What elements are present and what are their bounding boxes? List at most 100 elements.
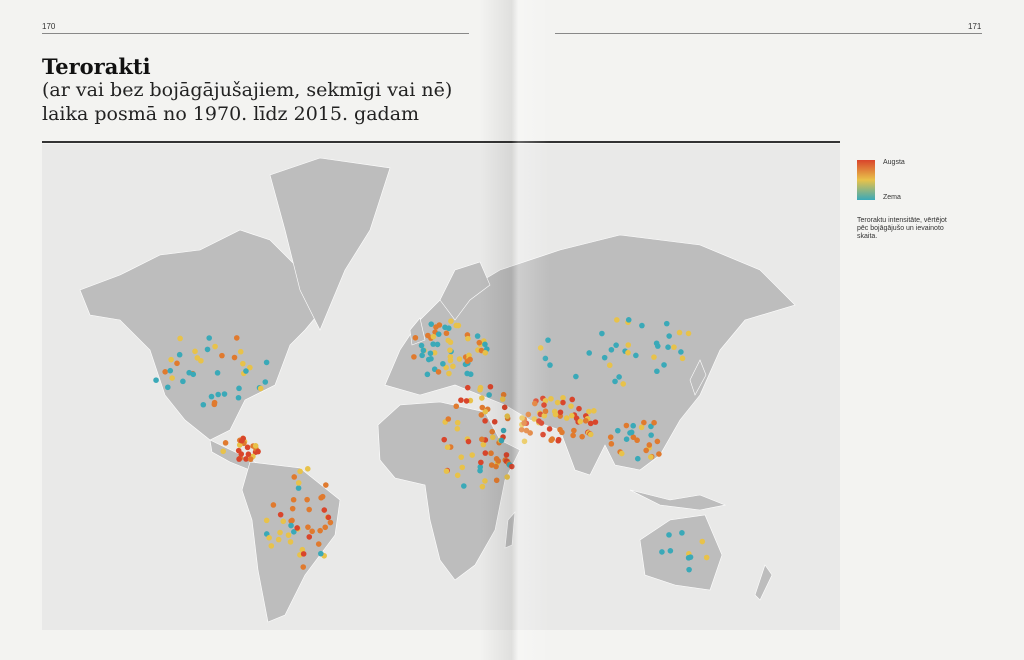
- incident-dot: [294, 525, 300, 531]
- incident-dot: [545, 337, 551, 343]
- incident-dot: [546, 426, 553, 432]
- incident-dot: [495, 458, 502, 464]
- incident-dot: [289, 505, 296, 512]
- incident-dot: [634, 437, 640, 444]
- incident-dot: [425, 332, 431, 339]
- incident-dot: [252, 443, 259, 449]
- incident-dot: [489, 428, 496, 435]
- incident-dot: [587, 420, 594, 427]
- incident-dot: [671, 344, 677, 350]
- incident-dot: [211, 401, 218, 408]
- incident-dot: [477, 467, 483, 474]
- incident-dot: [463, 398, 470, 404]
- incident-dot: [638, 424, 645, 431]
- incident-dot: [263, 517, 270, 524]
- incident-dot: [435, 369, 442, 375]
- incident-dot: [325, 514, 332, 521]
- subtitle: (ar vai bez bojāgājušajiem, sekmīgi vai …: [42, 78, 452, 126]
- incident-dot: [427, 350, 434, 357]
- incident-dot: [222, 440, 229, 446]
- incident-dot: [623, 422, 630, 429]
- title-rule: [42, 141, 840, 143]
- incident-dot: [300, 564, 307, 570]
- incident-dot: [465, 438, 472, 445]
- incident-dot: [425, 356, 432, 363]
- incident-dot: [521, 438, 528, 445]
- page-number: 171: [968, 22, 982, 31]
- incident-dot: [235, 447, 242, 454]
- incident-dot: [648, 423, 654, 430]
- incident-dot: [236, 456, 242, 462]
- incident-dot: [579, 433, 585, 440]
- incident-dot: [430, 333, 437, 340]
- incident-dot: [285, 532, 292, 538]
- incident-dot: [441, 436, 448, 443]
- header-rule: [555, 33, 982, 34]
- incident-dot: [453, 322, 460, 329]
- incident-dot: [504, 413, 511, 419]
- incident-dot: [418, 342, 425, 349]
- incident-dots: [153, 317, 710, 573]
- incident-dot: [549, 436, 556, 442]
- incident-dot: [280, 518, 287, 525]
- incident-dot: [304, 466, 311, 472]
- incident-dot: [570, 432, 576, 439]
- incident-dot: [288, 522, 294, 529]
- incident-dot: [245, 451, 252, 458]
- incident-dot: [291, 474, 298, 480]
- incident-dot: [554, 399, 561, 406]
- incident-dot: [212, 343, 218, 350]
- incident-dot: [169, 375, 175, 381]
- incident-dot: [447, 347, 453, 353]
- page-number: 170: [42, 22, 56, 31]
- incident-dot: [679, 355, 686, 362]
- incident-dot: [563, 415, 570, 421]
- scandinavia: [439, 261, 491, 321]
- incident-dot: [654, 368, 660, 375]
- incident-dot: [419, 352, 425, 359]
- incident-dot: [607, 434, 614, 440]
- incident-dot: [317, 527, 323, 534]
- incident-dot: [318, 550, 324, 557]
- incident-dot: [440, 360, 446, 367]
- incident-dot: [587, 431, 594, 438]
- incident-dot: [428, 321, 435, 327]
- incident-dot: [557, 409, 564, 416]
- incident-dot: [540, 431, 546, 438]
- incident-dot: [315, 541, 322, 547]
- incident-dot: [464, 384, 471, 391]
- incident-dot: [569, 396, 576, 403]
- incident-dot: [482, 418, 488, 424]
- incident-dot: [665, 344, 671, 350]
- title: Terorakti: [42, 54, 151, 79]
- incident-dot: [215, 391, 221, 398]
- incident-dot: [465, 335, 471, 342]
- incident-dot: [162, 369, 168, 375]
- legend-low: Zema: [883, 194, 901, 201]
- incident-dot: [633, 352, 639, 359]
- incident-dot: [420, 347, 427, 354]
- incident-dot: [478, 412, 485, 418]
- incident-dot: [676, 329, 683, 336]
- incident-dot: [618, 450, 625, 457]
- incident-dot: [479, 404, 486, 411]
- incident-dot: [430, 341, 436, 347]
- incident-dot: [557, 426, 563, 433]
- incident-dot: [641, 419, 647, 426]
- incident-dot: [446, 370, 452, 377]
- incident-dot: [525, 411, 532, 418]
- incident-dot: [541, 402, 547, 408]
- incident-dot: [304, 496, 310, 503]
- incident-dot: [231, 354, 238, 361]
- incident-dot: [443, 330, 450, 337]
- incident-dot: [679, 530, 685, 536]
- incident-dot: [431, 349, 438, 356]
- incident-dot: [647, 454, 654, 460]
- incident-dot: [300, 551, 307, 557]
- incident-dot: [491, 418, 498, 425]
- incident-dot: [180, 378, 186, 385]
- incident-dot: [454, 472, 461, 479]
- incident-dot: [651, 354, 657, 360]
- incident-dot: [477, 384, 484, 391]
- incident-dot: [643, 447, 649, 454]
